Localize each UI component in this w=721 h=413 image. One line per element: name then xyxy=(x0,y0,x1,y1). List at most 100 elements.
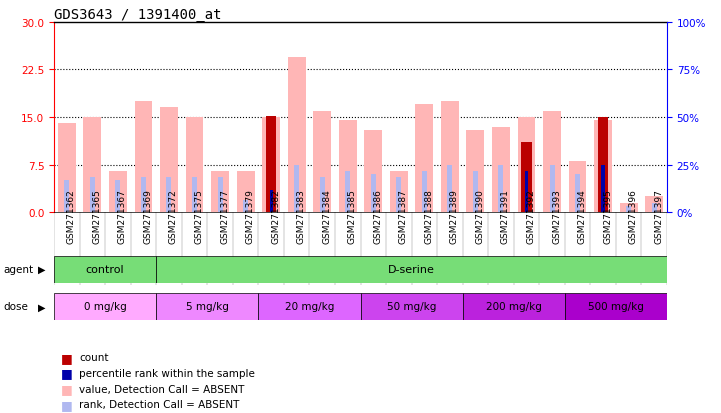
Text: GSM271362: GSM271362 xyxy=(67,189,76,244)
Bar xyxy=(218,178,223,213)
Text: 20 mg/kg: 20 mg/kg xyxy=(285,301,334,312)
Bar xyxy=(135,102,152,213)
Bar xyxy=(262,118,280,213)
Text: GSM271389: GSM271389 xyxy=(450,189,459,244)
Text: GSM271385: GSM271385 xyxy=(348,189,357,244)
Bar xyxy=(492,127,510,213)
Text: dose: dose xyxy=(4,301,29,312)
Bar xyxy=(463,293,565,320)
Bar xyxy=(364,131,382,213)
Bar xyxy=(64,181,69,213)
Bar xyxy=(569,162,586,213)
Bar xyxy=(594,121,612,213)
Bar xyxy=(360,293,463,320)
Text: GSM271394: GSM271394 xyxy=(578,189,587,244)
Bar xyxy=(645,197,663,213)
Text: GSM271391: GSM271391 xyxy=(501,189,510,244)
Text: percentile rank within the sample: percentile rank within the sample xyxy=(79,368,255,378)
Bar xyxy=(58,124,76,213)
Text: agent: agent xyxy=(4,264,34,275)
Text: GSM271387: GSM271387 xyxy=(399,189,408,244)
Text: GSM271375: GSM271375 xyxy=(195,189,203,244)
Bar xyxy=(525,171,528,213)
Text: GSM271372: GSM271372 xyxy=(169,189,178,244)
Text: GSM271392: GSM271392 xyxy=(526,189,536,244)
Bar xyxy=(54,256,156,283)
Text: 5 mg/kg: 5 mg/kg xyxy=(186,301,229,312)
Bar xyxy=(549,165,554,213)
Text: ■: ■ xyxy=(61,366,73,380)
Bar xyxy=(601,171,606,213)
Text: 200 mg/kg: 200 mg/kg xyxy=(486,301,541,312)
Text: D-serine: D-serine xyxy=(388,264,435,275)
Bar xyxy=(397,178,402,213)
Bar xyxy=(115,181,120,213)
Bar xyxy=(266,116,276,213)
Bar xyxy=(84,118,102,213)
Text: ■: ■ xyxy=(61,398,73,411)
Bar xyxy=(422,171,427,213)
Bar xyxy=(319,178,324,213)
Text: GSM271367: GSM271367 xyxy=(118,189,127,244)
Text: ■: ■ xyxy=(61,382,73,395)
Text: ■: ■ xyxy=(61,351,73,364)
Text: GSM271388: GSM271388 xyxy=(425,189,433,244)
Bar xyxy=(371,175,376,213)
Bar xyxy=(270,190,273,213)
Bar xyxy=(156,293,258,320)
Bar xyxy=(447,165,452,213)
Bar xyxy=(598,118,609,213)
Bar xyxy=(54,293,156,320)
Bar xyxy=(258,293,360,320)
Bar xyxy=(473,171,478,213)
Bar xyxy=(192,178,197,213)
Bar xyxy=(518,118,536,213)
Bar xyxy=(390,171,408,213)
Text: control: control xyxy=(86,264,125,275)
Bar xyxy=(521,143,532,213)
Bar xyxy=(543,112,561,213)
Bar xyxy=(575,175,580,213)
Bar xyxy=(339,121,357,213)
Bar xyxy=(109,171,127,213)
Bar xyxy=(167,178,172,213)
Text: GSM271369: GSM271369 xyxy=(143,189,152,244)
Text: GSM271382: GSM271382 xyxy=(271,189,280,244)
Bar xyxy=(211,171,229,213)
Bar xyxy=(619,203,637,213)
Text: 50 mg/kg: 50 mg/kg xyxy=(387,301,436,312)
Text: GSM271397: GSM271397 xyxy=(654,189,663,244)
Bar xyxy=(601,165,605,213)
Text: GDS3643 / 1391400_at: GDS3643 / 1391400_at xyxy=(54,8,221,22)
Bar xyxy=(626,206,631,213)
Bar xyxy=(466,131,485,213)
Text: GSM271393: GSM271393 xyxy=(552,189,561,244)
Bar xyxy=(156,256,667,283)
Bar xyxy=(441,102,459,213)
Text: ▶: ▶ xyxy=(37,264,45,275)
Bar xyxy=(90,178,95,213)
Text: GSM271390: GSM271390 xyxy=(475,189,485,244)
Bar xyxy=(141,178,146,213)
Bar xyxy=(160,108,178,213)
Bar xyxy=(269,181,274,213)
Bar xyxy=(185,118,203,213)
Text: GSM271384: GSM271384 xyxy=(322,189,331,244)
Bar xyxy=(294,165,299,213)
Text: count: count xyxy=(79,352,109,362)
Bar xyxy=(565,293,667,320)
Text: GSM271383: GSM271383 xyxy=(296,189,306,244)
Bar xyxy=(313,112,331,213)
Bar xyxy=(415,105,433,213)
Text: GSM271396: GSM271396 xyxy=(629,189,637,244)
Bar xyxy=(524,169,529,213)
Text: GSM271379: GSM271379 xyxy=(246,189,255,244)
Text: GSM271395: GSM271395 xyxy=(603,189,612,244)
Text: value, Detection Call = ABSENT: value, Detection Call = ABSENT xyxy=(79,384,244,394)
Bar xyxy=(288,57,306,213)
Bar xyxy=(498,165,503,213)
Bar xyxy=(652,203,657,213)
Text: GSM271365: GSM271365 xyxy=(92,189,102,244)
Text: 500 mg/kg: 500 mg/kg xyxy=(588,301,644,312)
Bar xyxy=(243,200,248,213)
